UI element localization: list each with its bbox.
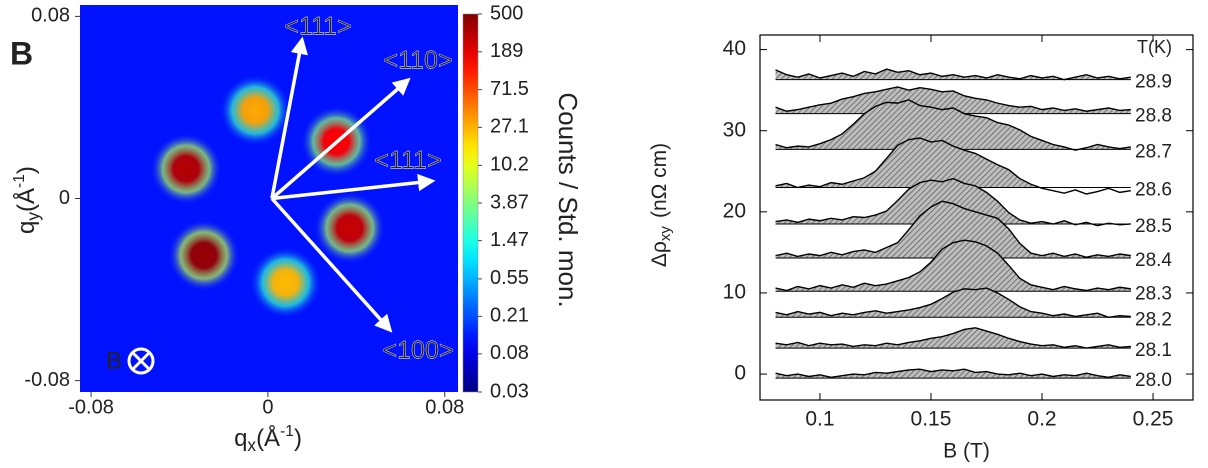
- colorbar-tick-label: 189: [490, 40, 523, 62]
- curve: [775, 239, 1131, 292]
- axis-label: Δρxy(nΩ cm): [648, 143, 674, 267]
- heatmap-image: [80, 5, 458, 392]
- area-fill: [775, 288, 1131, 318]
- direction-arrow: [270, 77, 411, 200]
- curve: [775, 68, 1131, 81]
- axis-label: qx(Å-1): [234, 423, 302, 454]
- x-tick-label: 0.1: [805, 408, 834, 431]
- area-fill: [775, 99, 1131, 150]
- colorbar-tick-label: 0.21: [490, 305, 529, 327]
- x-tick-label: 0.25: [1133, 408, 1174, 431]
- colorbar-tick-label: 0.55: [490, 267, 529, 289]
- direction-label: <100>: [383, 337, 454, 365]
- x-tick-label: 0.08: [425, 396, 464, 418]
- area-fill: [775, 201, 1131, 259]
- legend-label: 28.3: [1135, 283, 1172, 304]
- field-label: B: [106, 347, 122, 374]
- curve: [775, 327, 1131, 349]
- axis-label: qy(Å-1): [11, 166, 42, 234]
- x-tick-label: -0.08: [68, 396, 114, 418]
- legend-label: 28.8: [1135, 106, 1172, 127]
- area-fill: [775, 138, 1131, 188]
- peak: [150, 132, 223, 205]
- area-fill: [775, 240, 1131, 292]
- colorbar: [462, 13, 479, 393]
- direction-label: <111>: [284, 13, 351, 41]
- legend-label: 28.2: [1135, 309, 1172, 330]
- legend-label: 28.7: [1135, 141, 1172, 162]
- y-tick-label: 40: [723, 37, 746, 60]
- peak: [249, 246, 322, 319]
- x-tick-label: 0.2: [1027, 408, 1056, 431]
- legend-label: 28.6: [1135, 180, 1172, 201]
- curve: [775, 177, 1131, 227]
- colorbar-tick-label: 0.03: [490, 380, 529, 402]
- colorbar-tick-label: 0.08: [490, 342, 529, 364]
- legend-title: T(K): [1137, 37, 1172, 57]
- curve: [775, 137, 1131, 195]
- y-tick-label: 20: [723, 199, 746, 222]
- colorbar-label: Counts / Std. mon.: [553, 92, 583, 307]
- direction-arrow: [270, 36, 308, 199]
- field-symbol: [127, 347, 155, 375]
- panel-label: B: [10, 35, 33, 71]
- colorbar-tick-label: 71.5: [490, 78, 529, 100]
- legend-label: 28.4: [1135, 250, 1172, 271]
- area-fill: [775, 178, 1131, 224]
- direction-arrow: [270, 197, 393, 333]
- curve: [775, 86, 1131, 112]
- direction-arrow: [271, 173, 436, 201]
- direction-label: <110>: [383, 47, 452, 75]
- x-tick-label: 0: [262, 396, 273, 418]
- x-axis-label: B (T): [943, 440, 990, 463]
- heatmap-background: [80, 5, 458, 392]
- peak: [167, 219, 240, 292]
- y-tick-label: 0.08: [31, 5, 70, 27]
- area-fill: [775, 369, 1131, 379]
- peak: [219, 74, 292, 147]
- curve: [775, 368, 1131, 379]
- colorbar-tick-label: 500: [490, 2, 523, 24]
- y-tick-label: -0.08: [24, 369, 70, 391]
- y-tick-label: 10: [723, 280, 746, 303]
- legend-label: 28.0: [1135, 370, 1172, 391]
- direction-label: <111>: [374, 147, 441, 175]
- field-symbol-cross: [131, 351, 151, 371]
- x-tick-label: 0.15: [911, 408, 952, 431]
- peak: [313, 192, 386, 265]
- plot-frame: [759, 34, 1194, 401]
- area-fill: [775, 327, 1131, 349]
- curve: [775, 287, 1131, 318]
- colorbar-tick-label: 3.87: [490, 191, 529, 213]
- y-tick-label: 0: [734, 362, 746, 385]
- colorbar-tick-label: 27.1: [490, 116, 529, 138]
- legend-label: 28.5: [1135, 216, 1172, 237]
- colorbar-tick-label: 1.47: [490, 229, 529, 251]
- legend-label: 28.9: [1135, 72, 1172, 93]
- y-tick-label: 0: [59, 187, 70, 209]
- curve: [775, 99, 1131, 151]
- y-tick-label: 30: [723, 118, 746, 141]
- curve: [775, 200, 1131, 258]
- legend-label: 28.1: [1135, 340, 1172, 361]
- colorbar-tick-label: 10.2: [490, 154, 529, 176]
